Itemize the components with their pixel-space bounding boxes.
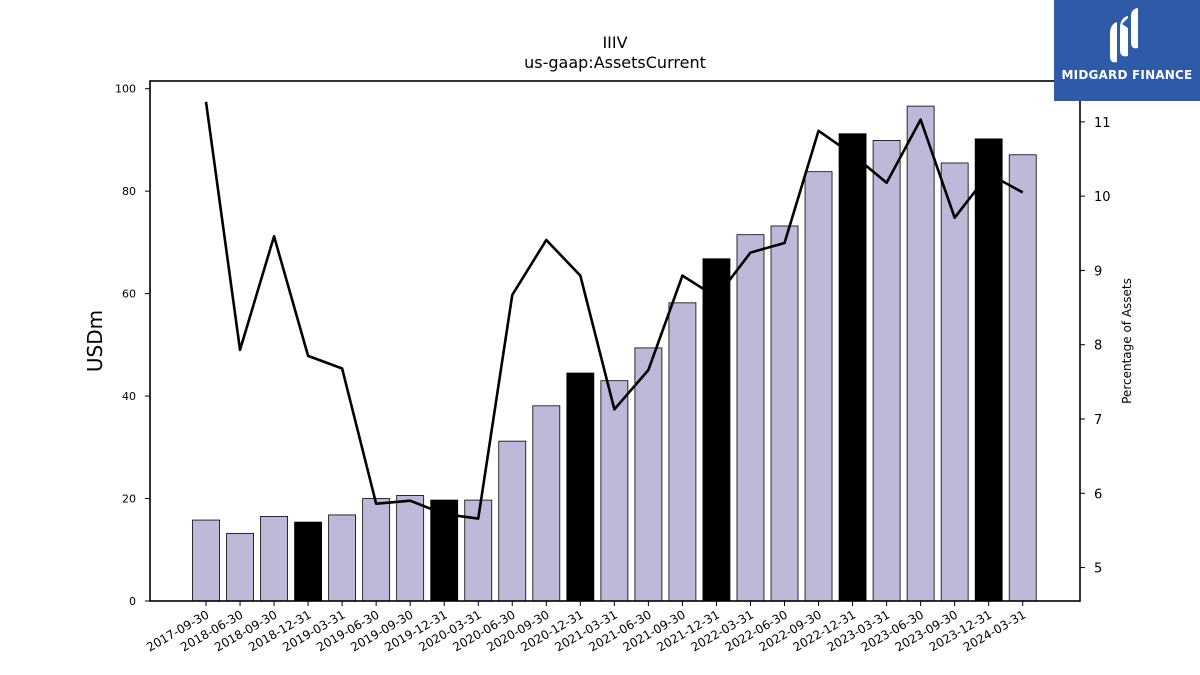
bar-2019-12-31 xyxy=(430,499,459,602)
bar-2022-12-31 xyxy=(838,133,867,602)
y2-tick-label: 5 xyxy=(1094,562,1102,577)
y-tick-label: 100 xyxy=(115,83,136,96)
bar-2021-06-30 xyxy=(634,347,663,602)
y2-tick-label: 7 xyxy=(1094,413,1102,428)
chart-title: IIIV xyxy=(602,33,627,52)
y2-tick-label: 6 xyxy=(1094,487,1102,502)
plot-frame xyxy=(149,80,1081,602)
bar-2020-09-30 xyxy=(532,405,561,602)
y-tick-label: 40 xyxy=(122,390,136,403)
midgard-finance-logo: MIDGARD FINANCE xyxy=(1054,0,1200,101)
line-series xyxy=(204,101,1024,520)
y-axis-label: USDm xyxy=(83,310,107,372)
bar-2020-12-31 xyxy=(566,372,595,602)
y-tick-label: 0 xyxy=(129,595,136,608)
midgard-logo-icon xyxy=(1110,8,1138,63)
bar-2018-06-30 xyxy=(226,532,254,602)
axes-group xyxy=(149,80,1081,602)
y-tick-label: 20 xyxy=(122,493,136,506)
line-group xyxy=(204,101,1024,520)
bar-2023-09-30 xyxy=(940,162,969,602)
bar-2021-09-30 xyxy=(668,302,697,602)
bar-2023-03-31 xyxy=(872,140,901,602)
bars-group xyxy=(192,105,1037,602)
logo-text: MIDGARD FINANCE xyxy=(1061,68,1193,82)
y2-tick-label: 8 xyxy=(1094,339,1102,354)
bar-2019-06-30 xyxy=(362,498,391,602)
y2-tick-label: 9 xyxy=(1094,264,1102,279)
bar-2022-03-31 xyxy=(736,234,765,602)
bar-2023-06-30 xyxy=(906,105,935,602)
bar-2021-03-31 xyxy=(600,380,629,602)
bar-2022-06-30 xyxy=(770,225,799,602)
bar-2024-03-31 xyxy=(1008,154,1037,602)
bar-2020-06-30 xyxy=(498,440,527,602)
bar-2017-09-30 xyxy=(192,519,220,602)
bar-2019-03-31 xyxy=(328,514,357,602)
y2-tick-label: 10 xyxy=(1094,190,1111,205)
bar-2021-12-31 xyxy=(702,258,731,602)
bar-2019-09-30 xyxy=(396,495,425,602)
y2-tick-label: 11 xyxy=(1094,116,1111,131)
y2-axis-label: Percentage of Assets xyxy=(1120,278,1134,404)
y-tick-label: 60 xyxy=(122,288,136,301)
y-tick-label: 80 xyxy=(122,185,136,198)
bar-2022-09-30 xyxy=(804,171,833,602)
chart-subtitle: us-gaap:AssetsCurrent xyxy=(524,53,706,72)
bar-2018-09-30 xyxy=(260,516,288,602)
bar-2018-12-31 xyxy=(294,521,322,602)
bar-2023-12-31 xyxy=(974,138,1003,602)
